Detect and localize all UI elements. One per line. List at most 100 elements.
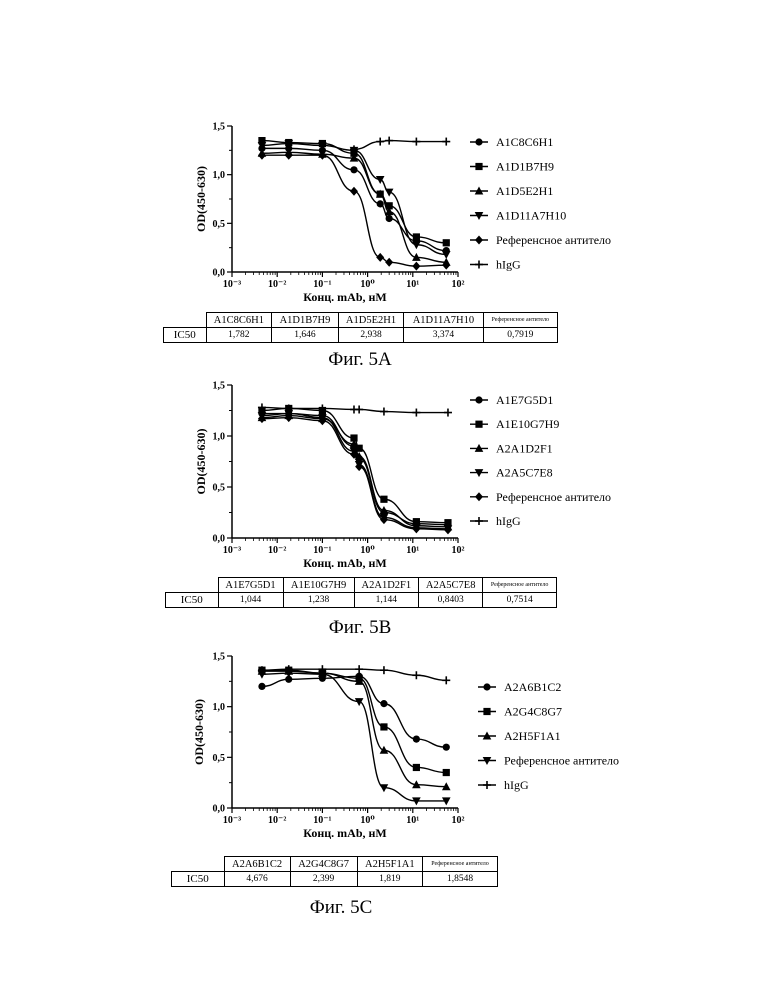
y-tick-label: 0,0 [213, 268, 226, 279]
series-5 [258, 413, 452, 534]
legend-label: A1D11A7H10 [496, 209, 566, 223]
legend-entry: A2A1D2F1 [470, 441, 553, 455]
data-point [376, 253, 384, 262]
data-point [350, 187, 358, 196]
value-cell: 1,8548 [423, 872, 498, 887]
legend-entry: A1E7G5D1 [470, 393, 553, 407]
data-point [376, 138, 384, 146]
data-point [413, 233, 420, 240]
legend-marker [483, 708, 490, 715]
ic50-value-row: IC50 1,044 1,238 1,144 0,8403 0,7514 [166, 593, 557, 608]
table-corner [166, 578, 219, 593]
data-point [380, 723, 387, 730]
data-point [412, 138, 420, 146]
header-cell: A1D5E2H1 [338, 313, 404, 328]
legend-entry: A1C8C6H1 [470, 135, 553, 149]
x-tick-label: 10⁻² [268, 279, 286, 290]
data-point [258, 151, 266, 160]
legend-marker [475, 396, 482, 403]
header-cell: A1C8C6H1 [206, 313, 272, 328]
legend-entry: A1D11A7H10 [470, 209, 566, 223]
legend-label: Референсное антитело [504, 754, 619, 768]
data-point [350, 166, 357, 173]
row-label: IC50 [164, 328, 207, 343]
value-cell: 0,8403 [419, 593, 483, 608]
legend-entry: A1E10G7H9 [470, 417, 559, 431]
y-tick-label: 0,0 [213, 534, 226, 545]
legend-label: A1C8C6H1 [496, 135, 553, 149]
data-point [355, 405, 363, 413]
series-2 [258, 405, 451, 526]
header-cell: Референсное антитело [483, 313, 558, 328]
legend-entry: Референсное антитело [478, 754, 619, 768]
legend-marker [475, 138, 482, 145]
x-tick-label: 10⁻² [268, 545, 286, 556]
y-tick-label: 1,0 [213, 170, 226, 181]
y-tick-label: 1,5 [213, 381, 226, 392]
x-tick-label: 10² [452, 545, 465, 556]
legend-entry: A2A5C7E8 [470, 466, 553, 480]
y-axis-title: OD(450-630) [194, 166, 208, 232]
data-point [443, 744, 450, 751]
legend-marker [475, 163, 482, 170]
legend-entry: A1D5E2H1 [470, 184, 553, 198]
legend-entry: Референсное антитело [470, 233, 611, 247]
ic50-value-row: IC50 4,676 2,399 1,819 1,8548 [172, 872, 498, 887]
value-cell: 1,044 [218, 593, 283, 608]
series-line [262, 408, 448, 522]
legend-label: hIgG [504, 778, 529, 792]
ic50-table-5a: A1C8C6H1 A1D1B7H9 A1D5E2H1 A1D11A7H10 Ре… [163, 312, 558, 343]
x-tick-label: 10⁰ [360, 545, 375, 556]
series-3 [258, 411, 453, 530]
value-cell: 1,646 [272, 328, 338, 343]
legend-entry: hIgG [470, 514, 521, 528]
x-axis-title: Конц. mAb, нМ [303, 556, 387, 570]
value-cell: 0,7919 [483, 328, 558, 343]
legend-entry: A1D1B7H9 [470, 160, 554, 174]
data-point [380, 746, 389, 754]
data-point [355, 665, 363, 673]
header-cell: A1D11A7H10 [404, 313, 483, 328]
legend-label: A1E10G7H9 [496, 417, 559, 431]
series-2 [258, 667, 450, 777]
header-cell: A2A1D2F1 [354, 578, 418, 593]
legend-entry: Референсное антитело [470, 490, 611, 504]
x-axis-title: Конц. mAb, нМ [303, 290, 387, 304]
legend-marker [475, 261, 483, 269]
data-point [377, 200, 384, 207]
data-point [380, 496, 387, 503]
legend-label: A2H5F1A1 [504, 729, 561, 743]
legend-label: A2G4C8G7 [504, 705, 562, 719]
legend-label: A1D1B7H9 [496, 160, 554, 174]
header-cell: A1D1B7H9 [272, 313, 338, 328]
data-point [413, 735, 420, 742]
series-line [262, 414, 448, 529]
series-6 [350, 137, 450, 154]
y-axis-title: OD(450-630) [194, 429, 208, 495]
x-tick-label: 10⁰ [360, 279, 375, 290]
x-axis-title: Конц. mAb, нМ [303, 826, 387, 840]
row-label: IC50 [166, 593, 219, 608]
legend-entry: hIgG [470, 258, 521, 272]
data-point [355, 698, 364, 706]
figure-canvas: 0,00,51,01,510⁻³10⁻²10⁻¹10⁰10¹10²Конц. m… [0, 0, 780, 988]
legend-label: Референсное антитело [496, 233, 611, 247]
data-point [442, 676, 450, 684]
value-cell: 1,238 [283, 593, 354, 608]
header-cell: A2H5F1A1 [357, 857, 422, 872]
legend-marker [475, 236, 483, 245]
x-tick-label: 10¹ [406, 545, 419, 556]
data-point [442, 138, 450, 146]
data-point [258, 683, 265, 690]
y-tick-label: 0,0 [213, 804, 226, 815]
data-point [412, 671, 420, 679]
table-corner [164, 313, 207, 328]
ic50-table-5b: A1E7G5D1 A1E10G7H9 A2A1D2F1 A2A5C7E8 Реф… [165, 577, 557, 608]
y-tick-label: 1,0 [213, 702, 226, 713]
x-tick-label: 10⁻¹ [313, 545, 331, 556]
data-point [443, 239, 450, 246]
x-tick-label: 10⁻³ [223, 815, 241, 826]
ic50-header-row: A1C8C6H1 A1D1B7H9 A1D5E2H1 A1D11A7H10 Ре… [164, 313, 558, 328]
x-tick-label: 10² [452, 279, 465, 290]
legend-marker [483, 683, 490, 690]
